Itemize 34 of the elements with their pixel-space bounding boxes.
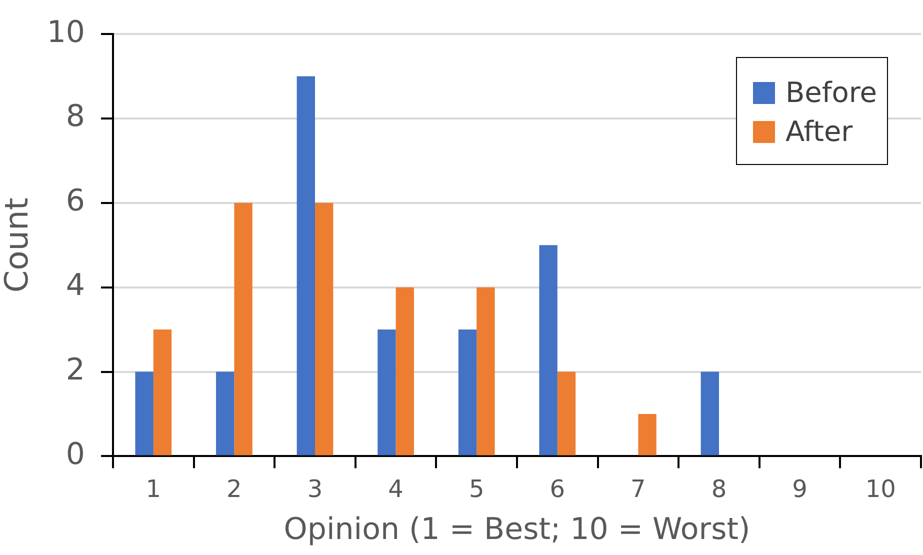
y-tick-label: 10 bbox=[46, 14, 85, 50]
bar bbox=[296, 76, 315, 456]
x-tick-label: 9 bbox=[792, 474, 808, 503]
x-tick-label: 5 bbox=[468, 474, 484, 503]
y-tick-label: 8 bbox=[66, 99, 85, 134]
bar bbox=[315, 202, 334, 456]
bar bbox=[153, 330, 172, 456]
x-tick-label: 1 bbox=[146, 474, 162, 503]
bar bbox=[638, 414, 656, 456]
x-axis-title: Opinion (1 = Best; 10 = Worst) bbox=[284, 512, 750, 547]
x-tick-label: 7 bbox=[630, 474, 646, 503]
legend-label: After bbox=[785, 115, 853, 148]
bar bbox=[700, 372, 719, 456]
bar bbox=[396, 287, 414, 456]
x-tick-label: 10 bbox=[865, 474, 896, 503]
bar bbox=[234, 202, 252, 456]
bar bbox=[135, 372, 154, 456]
y-tick-label: 0 bbox=[66, 436, 85, 472]
x-tick-label: 3 bbox=[307, 474, 323, 503]
y-tick-label: 2 bbox=[66, 352, 85, 388]
x-tick-label: 2 bbox=[226, 474, 242, 503]
bar bbox=[476, 287, 495, 456]
x-tick-label: 8 bbox=[711, 474, 727, 503]
legend-label: Before bbox=[785, 76, 877, 109]
bar bbox=[216, 372, 234, 456]
y-axis-title: Count bbox=[0, 198, 36, 293]
y-tick-label: 4 bbox=[66, 268, 85, 304]
bar bbox=[378, 330, 396, 456]
bar bbox=[539, 245, 558, 456]
x-tick-label: 6 bbox=[550, 474, 566, 503]
bar bbox=[557, 372, 576, 456]
y-tick-label: 6 bbox=[66, 184, 85, 219]
bar bbox=[458, 330, 477, 456]
x-tick-label: 4 bbox=[388, 474, 404, 503]
